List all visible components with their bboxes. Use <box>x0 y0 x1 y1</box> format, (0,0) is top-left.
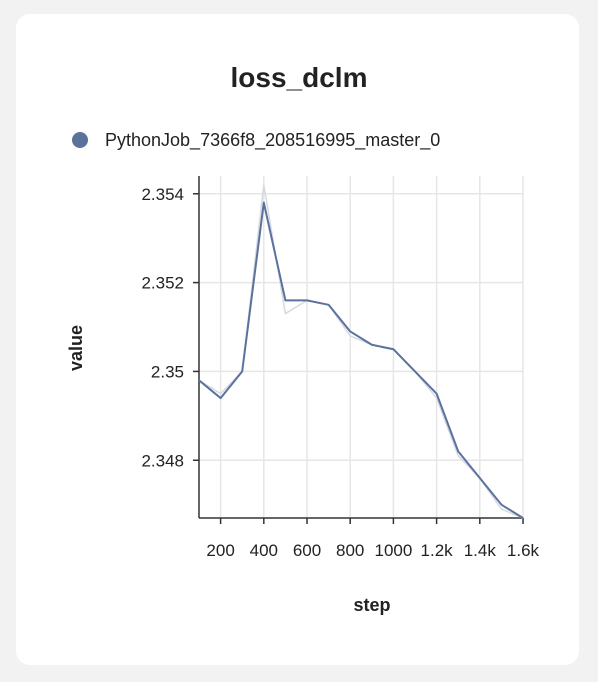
legend-marker <box>72 132 88 148</box>
x-tick-label: 1.4k <box>464 541 497 560</box>
y-tick-label: 2.35 <box>151 362 184 381</box>
y-axis-title: value <box>66 325 86 371</box>
chart-card <box>16 14 579 665</box>
axes <box>193 176 524 524</box>
x-tick-label: 1.2k <box>421 541 454 560</box>
grid <box>199 176 524 518</box>
x-tick-label: 800 <box>336 541 364 560</box>
x-tick-label: 600 <box>293 541 321 560</box>
y-tick-label: 2.352 <box>141 274 184 293</box>
series-layer <box>198 184 524 519</box>
legend[interactable]: PythonJob_7366f8_208516995_master_0 <box>72 128 440 152</box>
x-tick-label: 1000 <box>374 541 412 560</box>
x-tick-label: 400 <box>250 541 278 560</box>
raw-series-line <box>198 184 524 519</box>
x-tick-label: 200 <box>206 541 234 560</box>
series-line <box>198 201 524 519</box>
x-axis-title: step <box>353 595 390 615</box>
legend-label: PythonJob_7366f8_208516995_master_0 <box>105 129 441 150</box>
y-tick-label: 2.348 <box>141 451 184 470</box>
x-tick-label: 1.6k <box>507 541 540 560</box>
chart-title: loss_dclm <box>230 62 368 93</box>
tick-labels: 200 400 600 800 1000 1.2k 1.4k 1.6k 2.348 2.35 2.3… <box>141 185 539 560</box>
y-tick-label: 2.354 <box>141 185 184 204</box>
